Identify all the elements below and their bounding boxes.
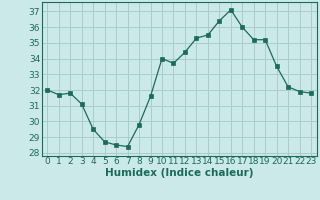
X-axis label: Humidex (Indice chaleur): Humidex (Indice chaleur) [105,168,253,178]
